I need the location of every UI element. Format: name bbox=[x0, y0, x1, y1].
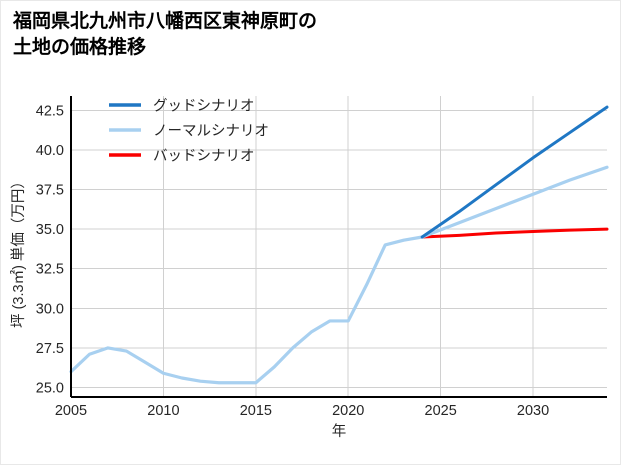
series-group bbox=[69, 105, 609, 385]
x-tick-label: 2030 bbox=[517, 403, 549, 419]
x-tick-label: 2010 bbox=[147, 403, 179, 419]
axis-spines bbox=[70, 96, 607, 398]
y-tick-label: 30.0 bbox=[36, 301, 64, 317]
y-axis-title: 坪 (3.3㎡) 単価（万円） bbox=[10, 174, 27, 328]
x-tick-labels: 2005 2010 2015 2020 2025 2030 bbox=[55, 403, 549, 419]
page-title: 福岡県北九州市八幡西区東神原町の 土地の価格推移 bbox=[13, 11, 318, 58]
legend-label-good: グッドシナリオ bbox=[153, 98, 255, 115]
y-tick-label: 32.5 bbox=[36, 262, 64, 278]
legend-label-bad: バッドシナリオ bbox=[153, 149, 255, 165]
series-line-bad bbox=[420, 227, 609, 239]
x-axis-title: 年 bbox=[332, 423, 347, 440]
x-tick-label: 2005 bbox=[55, 403, 87, 419]
y-tick-label: 40.0 bbox=[36, 143, 64, 159]
y-tick-labels: 25.0 27.5 30.0 32.5 35.0 37.5 40.0 42.5 bbox=[36, 103, 64, 396]
y-tick-label: 35.0 bbox=[36, 222, 64, 238]
y-tick-label: 25.0 bbox=[36, 380, 64, 396]
series-line-good bbox=[420, 105, 609, 239]
legend-label-normal: ノーマルシナリオ bbox=[153, 124, 269, 140]
y-tick-label: 37.5 bbox=[36, 182, 64, 198]
series-line-normal bbox=[69, 165, 609, 385]
y-tick-label: 27.5 bbox=[36, 341, 64, 357]
gridlines-group bbox=[70, 96, 607, 397]
x-tick-label: 2025 bbox=[425, 403, 457, 419]
x-tick-label: 2015 bbox=[240, 403, 272, 419]
x-tick-label: 2020 bbox=[332, 403, 364, 419]
y-tick-label: 42.5 bbox=[36, 103, 64, 119]
